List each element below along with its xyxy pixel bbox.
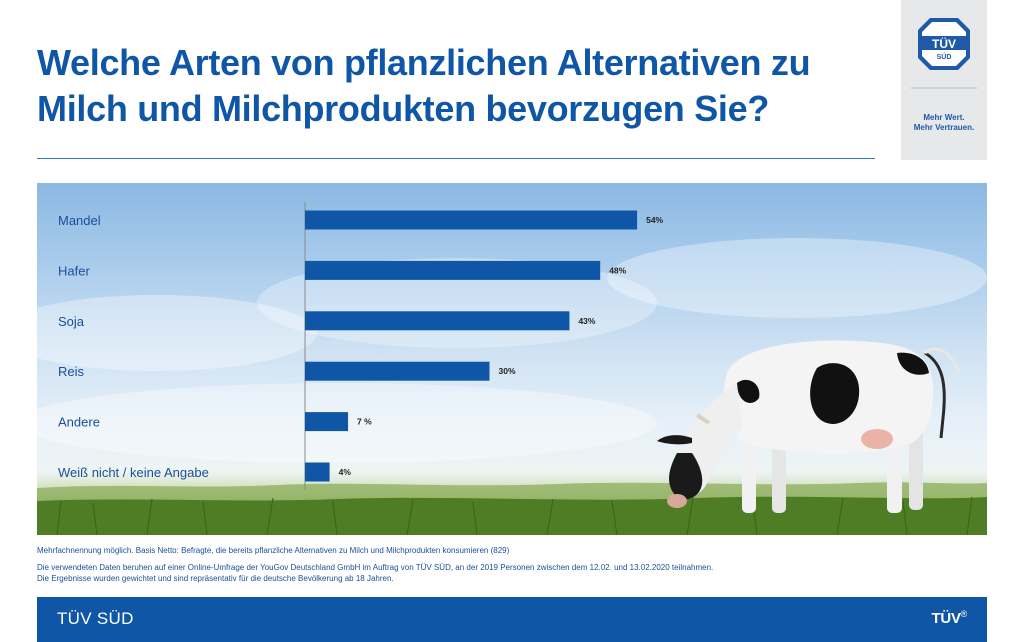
bar bbox=[305, 361, 490, 381]
data-label: 54% bbox=[646, 215, 663, 225]
data-label: 48% bbox=[609, 265, 626, 275]
page-title: Welche Arten von pflanzlichen Alternativ… bbox=[37, 42, 811, 129]
bar bbox=[305, 210, 638, 230]
footnotes: Mehrfachnennung möglich. Basis Netto: Be… bbox=[37, 545, 987, 584]
category-label: Hafer bbox=[58, 263, 90, 278]
logo-slogan-line2: Mehr Vertrauen. bbox=[913, 123, 975, 132]
footer-logo-text: TÜV bbox=[931, 610, 961, 627]
data-label: 43% bbox=[578, 316, 595, 326]
bar-chart: Mandel 54% Hafer 48% Soja 43% Reis 30% Andere 7 %… bbox=[58, 202, 664, 490]
category-label: Weiß nicht / keine Angabe bbox=[58, 465, 209, 480]
footnote-weighting: Die Ergebnisse wurden gewichtet und sind… bbox=[37, 574, 394, 583]
category-label: Andere bbox=[58, 415, 100, 430]
data-label: 4% bbox=[339, 467, 352, 477]
category-label: Reis bbox=[58, 364, 85, 379]
category-label: Mandel bbox=[58, 213, 101, 228]
category-label: Soja bbox=[58, 314, 85, 329]
logo-mark-line2: SÜD bbox=[937, 52, 952, 61]
bar bbox=[305, 462, 330, 482]
bar bbox=[305, 311, 570, 331]
logo-mark-line1: TÜV bbox=[932, 36, 956, 51]
chart-panel: Mandel 54% Hafer 48% Soja 43% Reis 30% Andere 7 %… bbox=[37, 183, 987, 535]
cow-icon bbox=[657, 340, 961, 513]
bar bbox=[305, 412, 349, 432]
footer-brand-name: TÜV SÜD bbox=[57, 609, 134, 628]
footer-registered-mark: ® bbox=[960, 609, 968, 619]
tuev-sued-octagon-icon: TÜV SÜD bbox=[911, 18, 977, 89]
tuev-sued-logo: TÜV SÜD Mehr Wert. Mehr Vertrauen. bbox=[901, 0, 987, 160]
title-divider bbox=[37, 158, 875, 159]
footer-logo: TÜV® bbox=[931, 609, 968, 627]
logo-slogan-line1: Mehr Wert. bbox=[923, 113, 965, 122]
bar bbox=[305, 260, 601, 280]
data-label: 30% bbox=[499, 366, 516, 376]
logo-slogan: Mehr Wert. Mehr Vertrauen. bbox=[901, 113, 987, 133]
footer-bar: TÜV SÜD TÜV® bbox=[37, 597, 987, 642]
footnote-basis: Mehrfachnennung möglich. Basis Netto: Be… bbox=[37, 546, 510, 555]
data-label: 7 % bbox=[357, 417, 372, 427]
footnote-source: Die verwendeten Daten beruhen auf einer … bbox=[37, 563, 714, 572]
